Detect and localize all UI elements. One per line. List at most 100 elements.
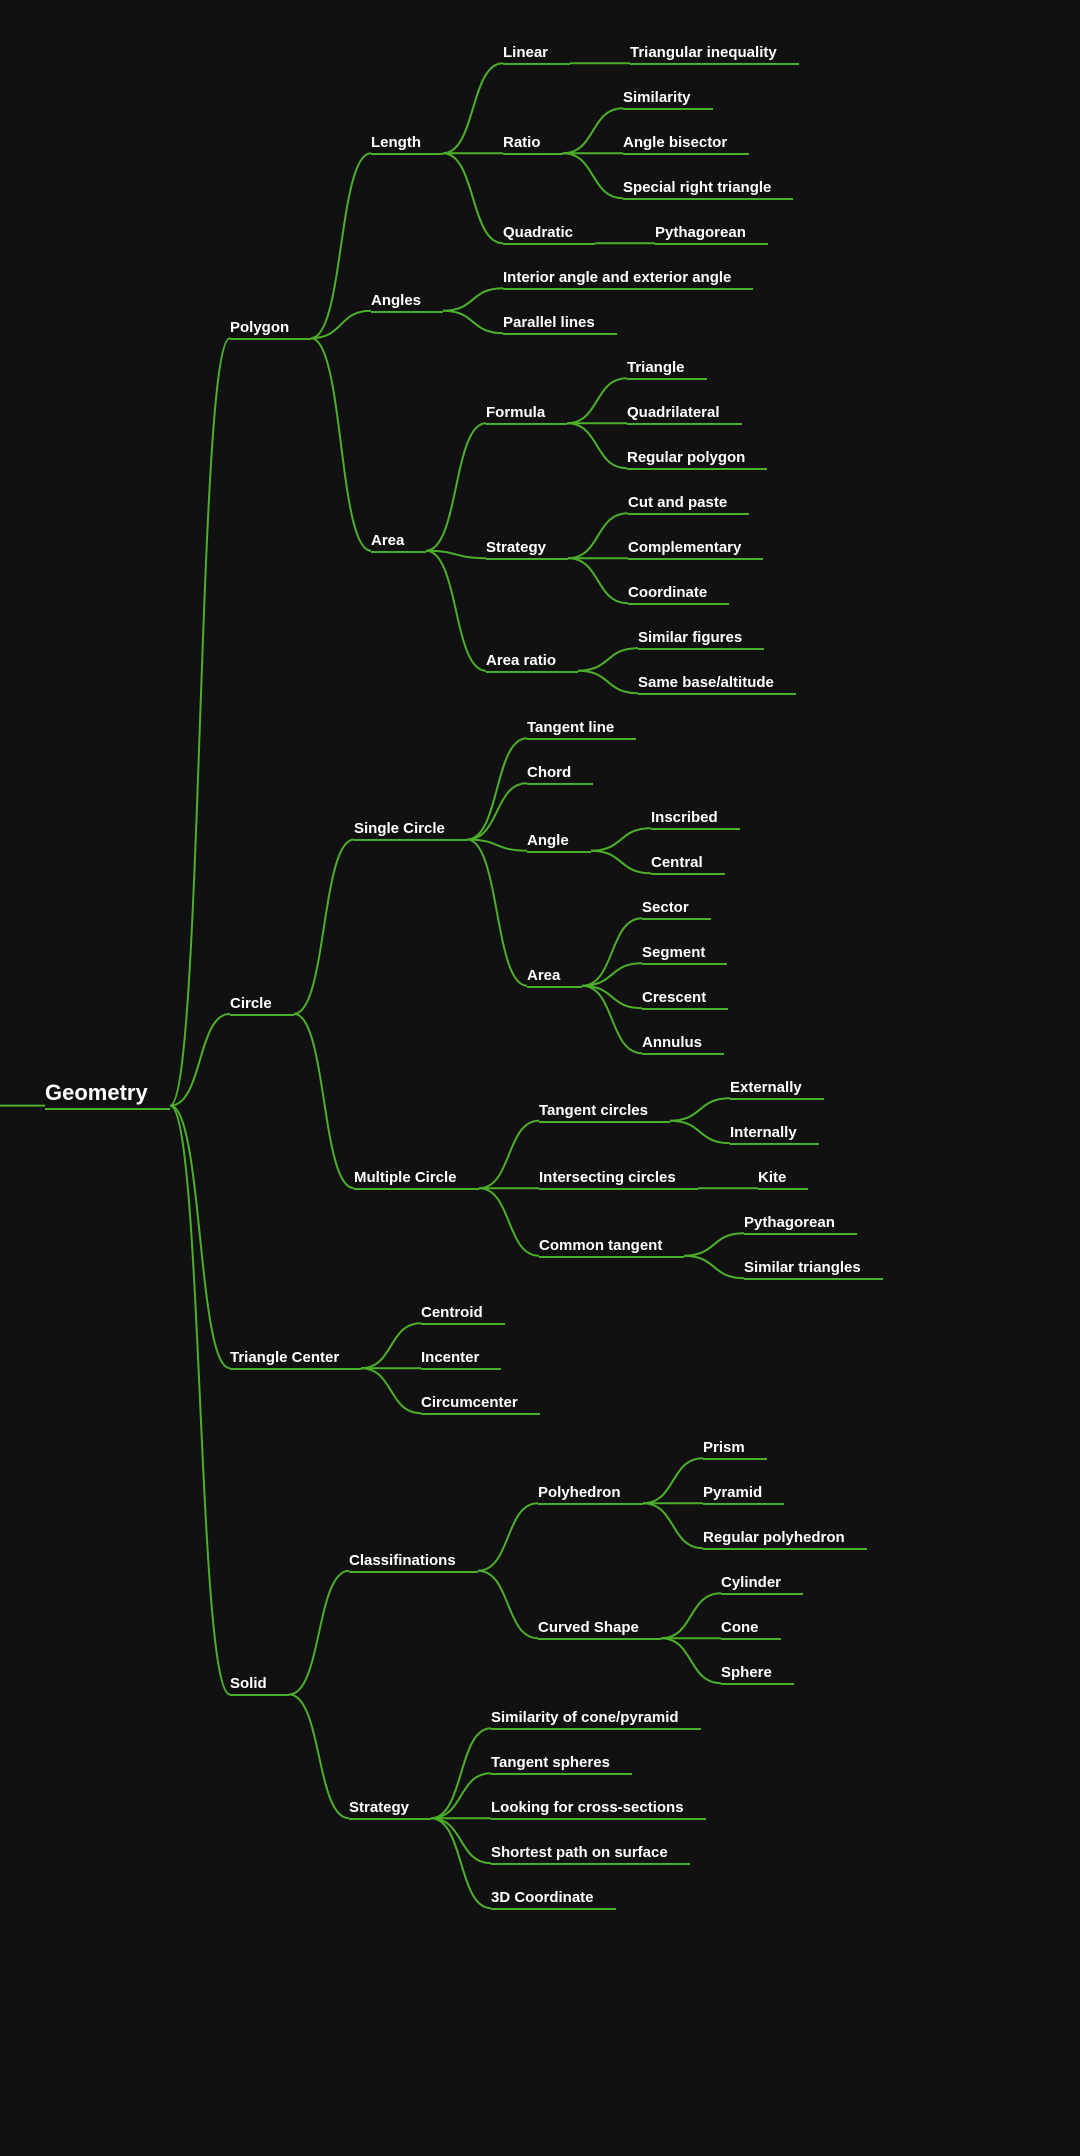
node-regular-polyhedron: Regular polyhedron	[703, 1529, 867, 1546]
node-underline	[730, 1098, 824, 1100]
edge	[431, 1818, 491, 1863]
node-similarity-of-cone-pyramid: Similarity of cone/pyramid	[491, 1709, 701, 1726]
node-underline	[421, 1368, 501, 1370]
edge	[426, 551, 486, 559]
node-underline	[744, 1278, 883, 1280]
node-crescent: Crescent	[642, 989, 728, 1006]
node-circle: Circle	[230, 995, 294, 1012]
edge	[311, 153, 371, 338]
node-underline	[758, 1188, 808, 1190]
node-multiple-circle: Multiple Circle	[354, 1169, 479, 1186]
edge	[443, 288, 503, 311]
edge	[643, 1503, 703, 1548]
edge	[478, 1571, 538, 1639]
node-underline	[503, 63, 570, 65]
node-ratio: Ratio	[503, 134, 563, 151]
node-underline	[539, 1188, 698, 1190]
node-interior-angle-and-exterior-angle: Interior angle and exterior angle	[503, 269, 753, 286]
mindmap-canvas: GeometryPolygonLengthLinearTriangular in…	[0, 0, 1080, 2156]
node-circumcenter: Circumcenter	[421, 1394, 540, 1411]
edge	[289, 1571, 349, 1695]
edge	[479, 1188, 539, 1256]
node-underline	[628, 603, 729, 605]
edge	[591, 851, 651, 874]
edge	[170, 1014, 230, 1106]
node-underline	[721, 1683, 794, 1685]
edge	[294, 1014, 354, 1188]
node-underline	[730, 1143, 819, 1145]
node-similar-figures: Similar figures	[638, 629, 764, 646]
node-underline	[721, 1638, 781, 1640]
node-underline	[655, 243, 768, 245]
node-area-ratio: Area ratio	[486, 652, 578, 669]
edge	[311, 311, 371, 339]
node-underline	[642, 963, 727, 965]
edge	[582, 986, 642, 1009]
node-underline	[703, 1503, 784, 1505]
edge	[467, 839, 527, 985]
node-underline	[638, 648, 764, 650]
edge	[170, 1106, 230, 1695]
node-underline	[421, 1413, 540, 1415]
node-inscribed: Inscribed	[651, 809, 740, 826]
node-internally: Internally	[730, 1124, 819, 1141]
node-similarity: Similarity	[623, 89, 713, 106]
node-underline	[627, 378, 707, 380]
edge	[443, 311, 503, 334]
node-underline	[371, 551, 426, 553]
edge	[684, 1233, 744, 1256]
node-pyramid: Pyramid	[703, 1484, 784, 1501]
node-triangle-center: Triangle Center	[230, 1349, 361, 1366]
node-underline	[539, 1256, 684, 1258]
edge	[568, 558, 628, 603]
node-underline	[371, 311, 443, 313]
node-underline	[623, 108, 713, 110]
node-underline	[527, 986, 582, 988]
edge	[426, 551, 486, 671]
node-pythagorean: Pythagorean	[655, 224, 768, 241]
node-underline	[623, 198, 793, 200]
node-underline	[45, 1108, 170, 1110]
node-underline	[230, 1368, 361, 1370]
node-underline	[638, 693, 796, 695]
node-underline	[527, 738, 636, 740]
node-sector: Sector	[642, 899, 711, 916]
edge	[289, 1694, 349, 1818]
node-tangent-spheres: Tangent spheres	[491, 1754, 632, 1771]
edge	[443, 63, 503, 153]
node-underline	[491, 1818, 706, 1820]
node-centroid: Centroid	[421, 1304, 505, 1321]
node-regular-polygon: Regular polygon	[627, 449, 767, 466]
edge	[467, 783, 527, 839]
node-similar-triangles: Similar triangles	[744, 1259, 883, 1276]
edge	[361, 1323, 421, 1368]
edge	[567, 423, 627, 468]
edge	[467, 839, 527, 850]
node-underline	[538, 1638, 661, 1640]
node-underline	[371, 153, 443, 155]
node-shortest-path-on-surface: Shortest path on surface	[491, 1844, 690, 1861]
node-underline	[503, 153, 563, 155]
node-central: Central	[651, 854, 725, 871]
node-length: Length	[371, 134, 443, 151]
node-underline	[623, 153, 749, 155]
node-3d-coordinate: 3D Coordinate	[491, 1889, 616, 1906]
edge	[661, 1638, 721, 1683]
edge	[661, 1593, 721, 1638]
node-same-base-altitude: Same base/altitude	[638, 674, 796, 691]
node-cut-and-paste: Cut and paste	[628, 494, 749, 511]
node-underline	[627, 423, 742, 425]
node-pythagorean: Pythagorean	[744, 1214, 857, 1231]
node-triangular-inequality: Triangular inequality	[630, 44, 799, 61]
node-underline	[651, 828, 740, 830]
node-coordinate: Coordinate	[628, 584, 729, 601]
node-geometry: Geometry	[45, 1080, 170, 1106]
node-special-right-triangle: Special right triangle	[623, 179, 793, 196]
node-underline	[651, 873, 725, 875]
node-kite: Kite	[758, 1169, 808, 1186]
edge	[582, 963, 642, 986]
edge	[591, 828, 651, 851]
node-sphere: Sphere	[721, 1664, 794, 1681]
edge	[426, 423, 486, 551]
edge	[361, 1368, 421, 1413]
